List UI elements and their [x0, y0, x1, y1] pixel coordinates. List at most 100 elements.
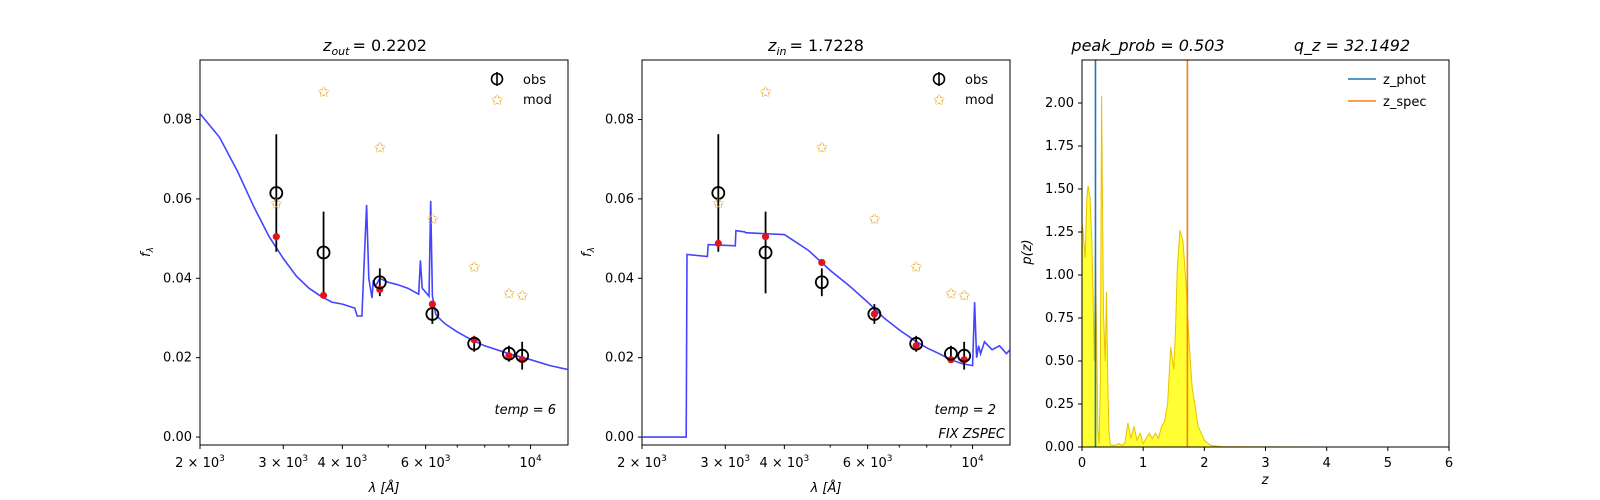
model-flux-point: [912, 342, 920, 350]
panel2-xlabel: λ [Å]: [810, 480, 842, 496]
legend-obs-label: obs: [523, 73, 546, 88]
ytick-label: 1.75: [1045, 139, 1074, 154]
ytick-label: 0.75: [1045, 311, 1074, 326]
ytick-label: 0.00: [163, 430, 192, 445]
ytick-label: 0.06: [163, 192, 192, 207]
panel1-xlabel: λ [Å]: [368, 480, 400, 496]
obs-point: [372, 275, 387, 290]
panel-sed-zin: zin = 1.7228 0.00 0.02 0.04 0.06 0.08 2 × 103 3…: [580, 36, 1011, 496]
ytick-label: 0.02: [605, 351, 634, 366]
obs-point: [814, 275, 829, 290]
obs-point: [425, 307, 440, 321]
mod-star: ✩: [868, 210, 881, 228]
obs-point: [957, 348, 972, 363]
xtick-label: 104: [519, 454, 542, 471]
mod-star: ✩: [270, 195, 283, 213]
model-flux-point: [505, 352, 513, 360]
mod-star: ✩: [816, 138, 829, 156]
mod-star: ✩: [958, 286, 971, 304]
model-flux-point: [761, 233, 770, 241]
xtick-label: 3 × 103: [258, 454, 308, 471]
xtick-label: 104: [961, 454, 984, 471]
panel3-xlabel: z: [1261, 473, 1270, 488]
panel3-title-peak-prob: peak_prob = 0.503: [1070, 36, 1224, 56]
xtick-label: 2 × 103: [175, 454, 225, 471]
xtick-label: 4: [1323, 456, 1331, 471]
template-spectrum-line: [200, 113, 568, 371]
mod-star: ✩: [374, 138, 387, 156]
mod-star: ✩: [503, 284, 516, 302]
model-flux-point: [319, 291, 328, 299]
panel-pz: peak_prob = 0.503 q_z = 32.1492 0.00 0.25…: [1020, 36, 1453, 488]
panel1-legend: obs ✩ mod: [490, 72, 552, 109]
pz-line: [1081, 96, 1388, 448]
obs-point: [502, 346, 516, 361]
mod-star: ✩: [317, 83, 330, 101]
legend-mod-marker: ✩: [491, 91, 504, 109]
legend-zspec-label: z_spec: [1383, 95, 1427, 110]
mod-star: ✩: [759, 83, 772, 101]
ytick-label: 1.50: [1045, 182, 1074, 197]
pz-area: [1082, 96, 1388, 447]
xtick-label: 4 × 103: [318, 454, 368, 471]
panel2-template-note: temp = 2: [935, 403, 996, 418]
model-flux-point: [272, 233, 280, 241]
ytick-label: 0.08: [163, 113, 192, 128]
model-flux-point: [428, 300, 436, 308]
ytick-label: 1.00: [1045, 268, 1074, 283]
panel2-legend: obs ✩ mod: [932, 72, 994, 109]
mod-star: ✩: [945, 284, 958, 302]
xtick-label: 0: [1078, 456, 1086, 471]
panel3-title-qz: q_z = 32.1492: [1294, 36, 1410, 56]
legend-mod-marker: ✩: [933, 91, 946, 109]
mod-star: ✩: [426, 210, 439, 228]
panel-sed-zout: zout = 0.2202 0.00 0.02 0.04 0.06 0.08 2 × 103…: [139, 36, 569, 496]
xtick-label: 6: [1445, 456, 1453, 471]
obs-point: [316, 245, 331, 260]
panel2-ylabel: fλ: [580, 247, 597, 257]
template-spectrum-line: [642, 229, 1010, 438]
ytick-label: 1.25: [1045, 225, 1074, 240]
panel1-template-note: temp = 6: [495, 403, 556, 418]
obs-point: [758, 245, 773, 260]
mod-star: ✩: [712, 195, 725, 213]
ytick-label: 0.25: [1045, 397, 1074, 412]
obs-point: [909, 336, 924, 351]
panel3-frame: [1081, 59, 1450, 448]
xtick-label: 2 × 103: [617, 454, 667, 471]
obs-point: [467, 336, 482, 351]
model-flux-point: [870, 310, 878, 318]
xtick-label: 3 × 103: [700, 454, 750, 471]
obs-point: [711, 186, 726, 200]
model-flux-point: [818, 258, 826, 267]
model-flux-point: [714, 239, 722, 247]
xtick-label: 1: [1139, 456, 1147, 471]
xtick-label: 2: [1200, 456, 1208, 471]
xtick-label: 3: [1261, 456, 1269, 471]
ytick-label: 0.04: [163, 271, 192, 286]
xtick-label: 4 × 103: [760, 454, 810, 471]
legend-mod-label: mod: [965, 93, 994, 108]
panel2-fix-zspec-note: FIX ZSPEC: [938, 427, 1006, 442]
mod-star: ✩: [516, 286, 529, 304]
legend-mod-label: mod: [523, 93, 552, 108]
mod-star: ✩: [910, 258, 923, 276]
ytick-label: 2.00: [1045, 96, 1074, 111]
panel2-title: zin = 1.7228: [767, 36, 864, 58]
ytick-label: 0.50: [1045, 354, 1074, 369]
ytick-label: 0.00: [1045, 440, 1074, 455]
ytick-label: 0.04: [605, 271, 634, 286]
obs-point: [944, 346, 958, 361]
xtick-label: 5: [1384, 456, 1392, 471]
obs-point: [515, 348, 530, 363]
panel1-title: zout = 0.2202: [322, 36, 427, 58]
panel2-frame: [641, 59, 1011, 446]
ytick-label: 0.00: [605, 430, 634, 445]
ytick-label: 0.08: [605, 113, 634, 128]
panel3-legend: z_phot z_spec: [1348, 73, 1427, 110]
legend-obs-label: obs: [965, 73, 988, 88]
panel1-frame: [199, 59, 569, 446]
obs-point: [269, 186, 284, 200]
legend-zphot-label: z_phot: [1383, 73, 1426, 88]
